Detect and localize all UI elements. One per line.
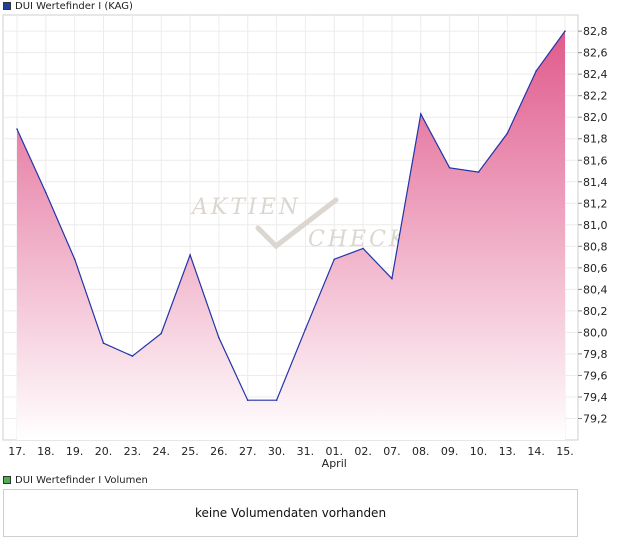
data-point — [448, 166, 451, 169]
y-tick-label: 79,4 — [583, 391, 608, 404]
data-point — [333, 258, 336, 261]
data-point — [477, 171, 480, 173]
x-tick-label: 09. — [441, 445, 459, 458]
y-tick-label: 81,8 — [583, 133, 608, 146]
y-tick-label: 80,8 — [583, 240, 608, 253]
x-tick-label: 08. — [412, 445, 430, 458]
area-fill — [17, 31, 565, 440]
watermark-checkmark — [255, 197, 339, 250]
x-tick-label: 30. — [268, 445, 286, 458]
data-point — [564, 30, 566, 32]
y-tick-label: 81,0 — [583, 219, 608, 232]
watermark: AKTIEN CHECK — [190, 195, 408, 252]
y-tick-label: 79,2 — [583, 412, 608, 425]
x-tick-label: 10. — [470, 445, 488, 458]
data-point — [506, 132, 509, 135]
price-legend-label: DUI Wertefinder I (KAG) — [15, 0, 133, 12]
y-axis: 79,2 79,4 79,6 79,8 80,0 80,2 80,4 80,6 80,8 81,0… — [578, 25, 608, 425]
x-tick-label: 13. — [499, 445, 517, 458]
price-legend: DUI Wertefinder I (KAG) — [3, 0, 133, 12]
x-axis: 17. 18. 19. 20. 23. 24. 25. 26. 27. 30. 31. 01.Apri… — [8, 445, 574, 470]
watermark-aktien: AKTIEN — [190, 195, 301, 220]
price-legend-swatch — [3, 2, 11, 10]
x-tick-label: 01. — [326, 445, 344, 458]
x-tick-sublabel: April — [322, 457, 347, 470]
x-tick-label: 25. — [181, 445, 199, 458]
x-tick-label: 07. — [383, 445, 401, 458]
area-series — [16, 30, 566, 440]
x-tick-label: 24. — [152, 445, 170, 458]
data-point — [246, 399, 249, 401]
data-point — [218, 336, 220, 339]
x-tick-label: 15. — [556, 445, 574, 458]
x-tick-label: 26. — [210, 445, 228, 458]
data-point — [304, 328, 307, 330]
watermark-check: CHECK — [308, 227, 408, 252]
data-point — [160, 332, 163, 335]
y-tick-label: 82,0 — [583, 111, 608, 124]
data-point — [131, 355, 134, 357]
series-line — [16, 30, 566, 401]
volume-empty-message: keine Volumendaten vorhanden — [194, 506, 387, 520]
x-tick-label: 17. — [8, 445, 26, 458]
data-point — [73, 258, 76, 261]
y-tick-label: 80,0 — [583, 326, 608, 339]
x-tick-label: 20. — [95, 445, 113, 458]
x-tick-label: 18. — [37, 445, 55, 458]
x-tick-label: 02. — [354, 445, 372, 458]
x-tick-label: 31. — [297, 445, 315, 458]
data-point — [362, 247, 364, 250]
data-point — [45, 191, 47, 194]
y-tick-label: 82,6 — [583, 47, 608, 60]
y-tick-label: 79,6 — [583, 369, 608, 382]
y-tick-label: 81,4 — [583, 176, 608, 189]
data-point — [419, 113, 422, 115]
y-tick-label: 82,8 — [583, 25, 608, 38]
y-tick-label: 81,2 — [583, 197, 608, 210]
data-point — [391, 277, 393, 280]
y-tick-label: 80,6 — [583, 262, 608, 275]
volume-legend-swatch — [3, 476, 11, 484]
y-tick-label: 82,4 — [583, 68, 608, 81]
price-chart: AKTIEN CHECK 79,2 79,4 79,6 79,8 80,0 80,2 80,… — [2, 14, 608, 470]
y-tick-label: 79,8 — [583, 348, 608, 361]
x-tick-label: 19. — [66, 445, 84, 458]
volume-legend: DUI Wertefinder I Volumen — [3, 474, 148, 486]
x-tick-label: 14. — [527, 445, 545, 458]
y-tick-label: 82,2 — [583, 90, 608, 103]
x-tick-label: 23. — [124, 445, 142, 458]
data-point — [16, 128, 18, 130]
data-point — [275, 399, 278, 401]
y-tick-label: 80,4 — [583, 283, 608, 296]
volume-panel: keine Volumendaten vorhanden — [3, 489, 578, 537]
data-point — [189, 254, 191, 256]
data-point — [535, 70, 537, 72]
y-tick-label: 80,2 — [583, 305, 608, 318]
y-tick-label: 81,6 — [583, 154, 608, 167]
data-point — [102, 342, 105, 344]
volume-legend-label: DUI Wertefinder I Volumen — [15, 474, 148, 486]
x-tick-label: 27. — [239, 445, 257, 458]
